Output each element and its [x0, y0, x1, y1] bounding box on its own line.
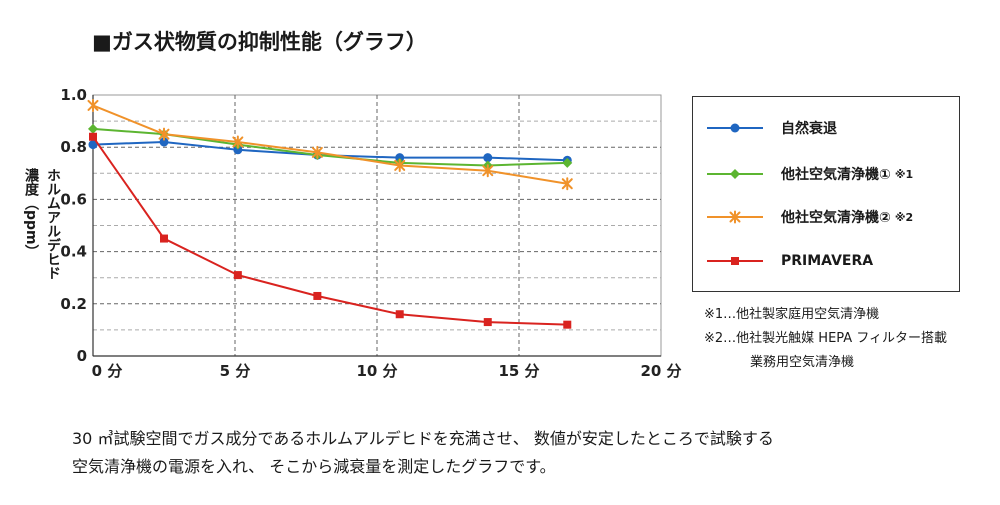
y-tick-label: 0 — [77, 347, 87, 365]
footnote-2-continued: 業務用空気清浄機 — [750, 355, 855, 370]
data-point — [395, 153, 405, 163]
data-point — [311, 145, 323, 159]
y-axis-label-line-2: 濃度（ppm） — [23, 168, 39, 259]
legend-label: PRIMAVERA — [781, 253, 874, 269]
legend-item-competitor-1: 他社空気清浄機① ※1 — [705, 162, 913, 186]
x-tick-label: 5 分 — [220, 362, 251, 380]
x-tick-label: 20 分 — [640, 362, 681, 380]
data-point — [159, 137, 169, 147]
line-chart: 0 0.2 0.4 0.6 0.8 1.0 0 分 5 分 10 分 15 分 20 分 — [60, 86, 681, 380]
legend-label: 他社空気清浄機② — [781, 210, 891, 226]
y-axis-label: ホルムアルデヒド 濃度（ppm） — [14, 168, 64, 298]
footnote-1: ※1…他社製家庭用空気清浄機 — [704, 307, 880, 322]
legend-swatch-marker — [731, 257, 739, 265]
data-point — [88, 123, 98, 134]
x-tick-label: 15 分 — [498, 362, 539, 380]
legend-item-natural-decay: 自然衰退 — [705, 116, 837, 140]
data-point — [562, 157, 573, 168]
y-tick-label: 0.2 — [60, 295, 87, 313]
legend-item-competitor-2: 他社空気清浄機② ※2 — [705, 205, 913, 229]
data-point — [395, 310, 404, 319]
y-tick-label: 0.6 — [60, 190, 87, 208]
data-point — [233, 145, 243, 155]
y-tick-label: 0.8 — [60, 138, 87, 156]
data-point — [88, 140, 98, 150]
data-point — [89, 132, 97, 141]
y-tick-label: 0.4 — [60, 243, 87, 261]
data-point — [160, 234, 168, 243]
data-point — [483, 318, 492, 327]
y-tick-label: 1.0 — [60, 86, 87, 104]
series-3 — [89, 132, 572, 329]
x-tick-label: 0 分 — [92, 362, 123, 380]
footnotes: ※1…他社製家庭用空気清浄機 ※2…他社製光触媒 HEPA フィルター搭載 業務… — [704, 303, 947, 375]
description-line-1: 30 ㎥試験空間でガス成分であるホルムアルデヒドを充満させ、 数値が安定したとこ… — [72, 429, 774, 448]
data-point — [313, 291, 322, 300]
legend-swatch-marker — [730, 169, 740, 179]
data-point — [232, 135, 244, 149]
legend-swatch-marker — [730, 123, 740, 133]
legend-label: 他社空気清浄機① — [781, 167, 891, 183]
data-point — [233, 271, 242, 280]
footnote-2: ※2…他社製光触媒 HEPA フィルター搭載 — [704, 331, 948, 346]
description-line-2: 空気清浄機の電源を入れ、 そこから減衰量を測定したグラフです。 — [72, 457, 556, 476]
legend-note: ※2 — [894, 210, 914, 224]
data-point — [87, 98, 99, 112]
data-point — [158, 127, 170, 141]
data-point — [483, 153, 493, 163]
legend-note: ※1 — [894, 167, 914, 181]
legend-swatch — [705, 164, 765, 184]
y-axis-label-line-1: ホルムアルデヒド — [45, 168, 61, 280]
data-point — [482, 164, 494, 178]
legend-label: 自然衰退 — [781, 121, 837, 137]
page-title: ■ガス状物質の抑制性能（グラフ） — [92, 30, 427, 54]
x-tick-label: 10 分 — [356, 362, 397, 380]
legend-swatch — [705, 118, 765, 138]
series-2 — [87, 98, 573, 191]
legend-item-primavera: PRIMAVERA — [705, 249, 873, 273]
data-point — [561, 177, 573, 191]
legend-swatch — [705, 207, 765, 227]
data-point — [394, 158, 406, 172]
chart-legend: 自然衰退 他社空気清浄機① ※1 他社空気清浄機② ※2 PRIMAVERA — [692, 96, 960, 292]
description: 30 ㎥試験空間でガス成分であるホルムアルデヒドを充満させ、 数値が安定したとこ… — [72, 425, 774, 481]
data-point — [563, 320, 572, 329]
legend-swatch — [705, 251, 765, 271]
legend-swatch-marker — [729, 210, 741, 224]
